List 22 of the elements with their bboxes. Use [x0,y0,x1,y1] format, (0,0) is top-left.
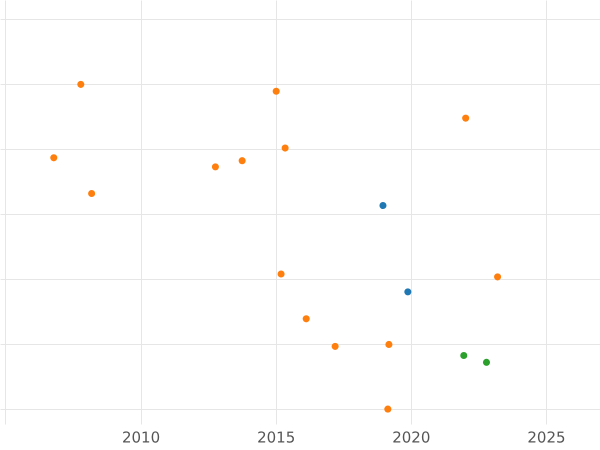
x-tick-label: 2025 [527,428,566,446]
x-tick-label: 2015 [257,428,296,446]
point [302,315,310,322]
point [282,144,289,152]
point [460,352,468,360]
x-tick-label: 2010 [122,428,160,446]
point [77,80,84,88]
point [384,406,392,413]
point [494,273,502,280]
point [50,154,58,162]
point [278,270,285,278]
point [379,202,387,210]
point [462,114,470,122]
point [385,340,392,348]
point [238,157,246,164]
x-tick-label: 2020 [392,428,430,446]
point [88,190,96,198]
point [482,358,490,366]
point [272,88,280,95]
point [332,342,339,350]
point [212,163,219,170]
point [404,288,412,296]
